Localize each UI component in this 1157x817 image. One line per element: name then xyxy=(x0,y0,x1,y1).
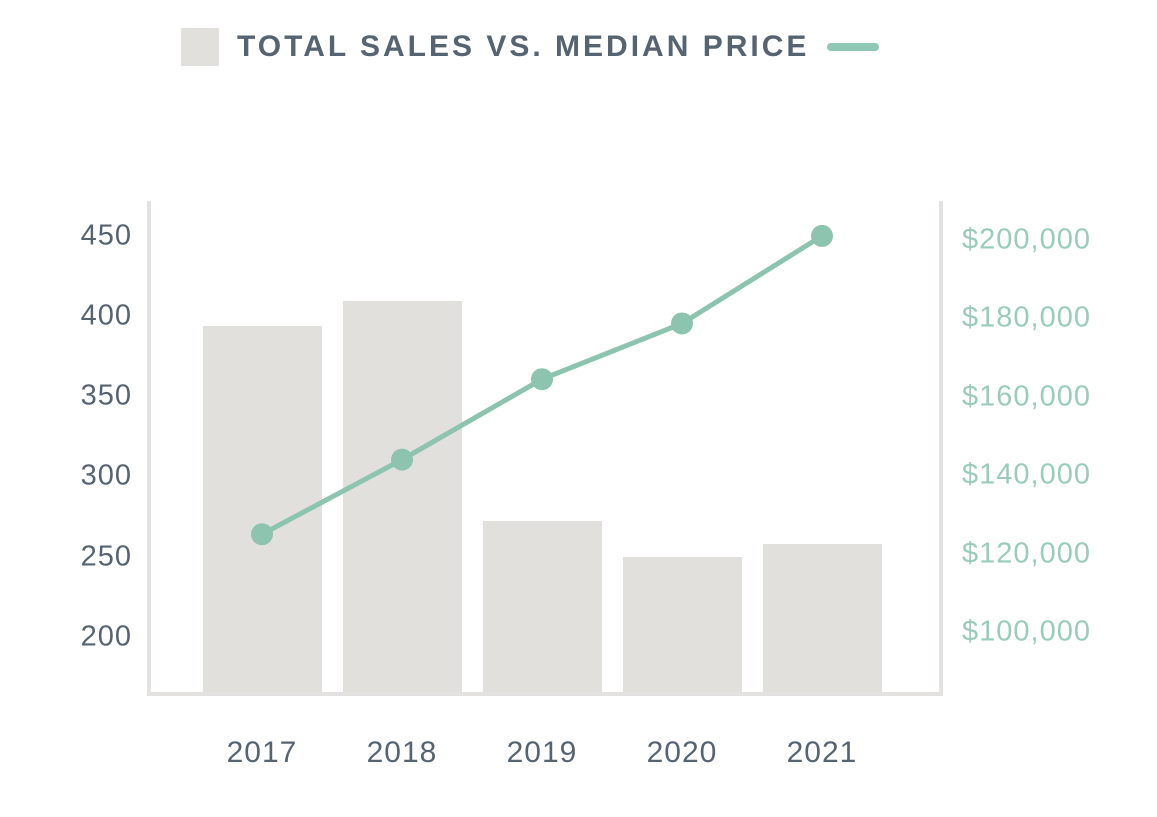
x-axis-spine xyxy=(147,692,943,696)
x-axis-label-2017: 2017 xyxy=(226,736,298,769)
line-series-legend-swatch xyxy=(827,43,880,51)
median-price-point-2017 xyxy=(251,523,273,546)
bar-2020 xyxy=(622,556,742,692)
chart-title: TOTAL SALES VS. MEDIAN PRICE xyxy=(237,30,810,63)
left-axis-tick-350: 350 xyxy=(80,379,132,412)
right-axis-tick-200000: $200,000 xyxy=(962,223,1091,256)
plot-area xyxy=(147,201,943,696)
x-axis-label-2018: 2018 xyxy=(366,736,438,769)
right-axis-tick-100000: $100,000 xyxy=(962,615,1091,648)
left-axis-tick-450: 450 xyxy=(80,219,132,252)
bar-2017 xyxy=(202,325,322,692)
line-series xyxy=(251,224,833,546)
x-axis-label-2020: 2020 xyxy=(646,736,718,769)
bar-2018 xyxy=(342,301,462,692)
left-axis-spine xyxy=(147,201,151,696)
x-axis-label-2019: 2019 xyxy=(506,736,578,769)
left-axis-tick-400: 400 xyxy=(80,299,132,332)
median-price-point-2019 xyxy=(531,368,553,391)
right-axis-tick-160000: $160,000 xyxy=(962,380,1091,413)
right-axis-spine xyxy=(939,201,943,696)
bar-series-legend-swatch xyxy=(181,28,219,66)
bar-2021 xyxy=(762,543,882,692)
median-price-point-2020 xyxy=(671,312,693,335)
median-price-point-2018 xyxy=(391,448,413,471)
x-axis-label-2021: 2021 xyxy=(786,736,858,769)
chart-header: TOTAL SALES VS. MEDIAN PRICE xyxy=(181,28,880,66)
median-price-point-2021 xyxy=(811,224,833,247)
left-axis-tick-250: 250 xyxy=(80,540,132,573)
left-axis-tick-200: 200 xyxy=(80,620,132,653)
right-axis-tick-140000: $140,000 xyxy=(962,458,1091,491)
bar-2019 xyxy=(482,521,602,692)
right-axis-tick-180000: $180,000 xyxy=(962,301,1091,334)
left-axis-tick-300: 300 xyxy=(80,459,132,492)
right-axis-tick-120000: $120,000 xyxy=(962,537,1091,570)
